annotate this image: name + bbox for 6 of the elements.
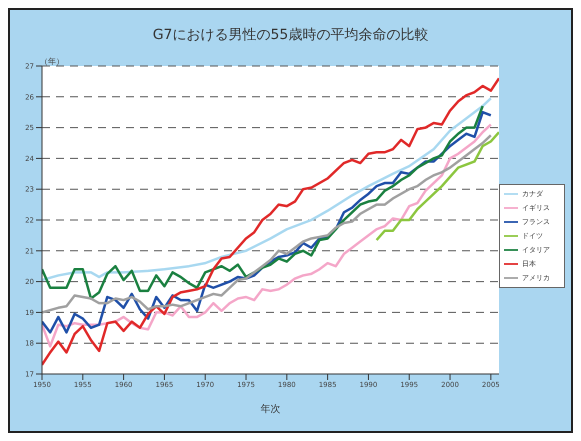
y-axis-title: （年） [40, 56, 64, 67]
chart-title: G7における男性の55歳時の平均余命の比較 [152, 26, 430, 45]
line-series [42, 134, 492, 314]
x-axis-title: 年次 [260, 403, 280, 415]
line-series [42, 77, 499, 366]
line-series [375, 130, 499, 242]
